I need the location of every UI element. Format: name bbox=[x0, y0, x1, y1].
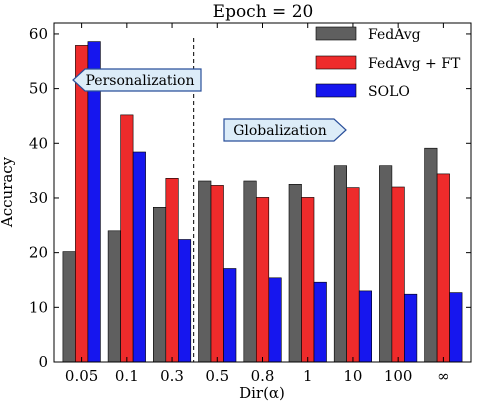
bar-fedavg-1 bbox=[107, 230, 121, 363]
legend-swatch-solo bbox=[315, 83, 357, 98]
y-tick-label: 20 bbox=[29, 244, 48, 262]
y-axis-title: Accuracy bbox=[0, 156, 16, 228]
bar-fedavg-8 bbox=[424, 147, 438, 363]
legend-swatch-fedavg bbox=[315, 26, 357, 41]
chart-title: Epoch = 20 bbox=[213, 2, 314, 22]
legend-label-solo: SOLO bbox=[368, 84, 410, 100]
x-tick-label: 0.3 bbox=[160, 367, 184, 385]
y-tick-label: 40 bbox=[29, 134, 48, 152]
annotation-globalization: Globalization bbox=[223, 118, 347, 142]
bar-solo-4 bbox=[268, 277, 282, 363]
x-tick-label: 100 bbox=[384, 367, 413, 385]
y-tick-label: 10 bbox=[29, 298, 48, 316]
bar-fedavg-0 bbox=[62, 251, 76, 363]
x-tick-label: ∞ bbox=[437, 367, 450, 385]
y-tick-label: 60 bbox=[29, 25, 48, 43]
x-tick-label: 1 bbox=[303, 367, 313, 385]
x-tick-label: 0.8 bbox=[251, 367, 275, 385]
bar-solo-7 bbox=[404, 293, 418, 363]
x-ticks: 0.05 0.1 0.3 0.5 0.8 1 10 100 ∞ bbox=[65, 23, 450, 385]
bar-fedavg-ft-4 bbox=[255, 197, 270, 363]
bar-fedavg-5 bbox=[288, 184, 302, 363]
x-tick-label: 0.1 bbox=[115, 367, 139, 385]
plot-frame bbox=[53, 22, 472, 363]
bar-fedavg-ft-5 bbox=[301, 197, 315, 363]
bar-fedavg-ft-1 bbox=[120, 114, 134, 363]
right-arrow-shape bbox=[223, 118, 347, 142]
legend-label-fedavg: FedAvg bbox=[368, 27, 421, 43]
x-tick-label: 0.05 bbox=[65, 367, 98, 385]
legend-swatch-fedavg-ft bbox=[315, 55, 357, 70]
left-arrow-shape bbox=[72, 68, 202, 92]
bar-solo-2 bbox=[178, 239, 192, 363]
bar-fedavg-ft-7 bbox=[391, 186, 405, 363]
bar-fedavg-ft-0 bbox=[75, 45, 89, 363]
bar-fedavg-2 bbox=[153, 207, 167, 363]
y-ticks: 0 10 20 30 40 50 60 bbox=[29, 25, 471, 371]
annotation-globalization-text: Globalization bbox=[233, 123, 327, 139]
x-axis-title: Dir(α) bbox=[239, 384, 285, 402]
bars-layer bbox=[62, 41, 463, 363]
bar-solo-6 bbox=[358, 290, 373, 363]
legend: FedAvg FedAvg + FT SOLO bbox=[315, 26, 461, 100]
x-tick-label: 10 bbox=[343, 367, 362, 385]
bar-fedavg-3 bbox=[198, 180, 212, 363]
bar-fedavg-ft-2 bbox=[165, 178, 179, 363]
y-tick-label: 50 bbox=[29, 80, 48, 98]
x-tick-label: 0.5 bbox=[205, 367, 229, 385]
bar-solo-8 bbox=[449, 292, 463, 363]
bar-fedavg-ft-8 bbox=[436, 173, 450, 363]
y-tick-label: 30 bbox=[29, 189, 48, 207]
bar-fedavg-ft-6 bbox=[346, 187, 360, 363]
bar-fedavg-6 bbox=[333, 165, 348, 363]
bar-fedavg-4 bbox=[243, 180, 257, 363]
annotation-personalization: Personalization bbox=[72, 68, 202, 92]
y-tick-label: 0 bbox=[38, 353, 48, 371]
bar-fedavg-7 bbox=[379, 165, 393, 363]
bar-solo-1 bbox=[132, 151, 146, 363]
annotation-personalization-text: Personalization bbox=[86, 73, 195, 89]
bar-solo-5 bbox=[313, 281, 327, 363]
bar-fedavg-ft-3 bbox=[210, 185, 224, 363]
bar-solo-3 bbox=[223, 268, 237, 363]
legend-label-fedavg-ft: FedAvg + FT bbox=[368, 56, 461, 72]
